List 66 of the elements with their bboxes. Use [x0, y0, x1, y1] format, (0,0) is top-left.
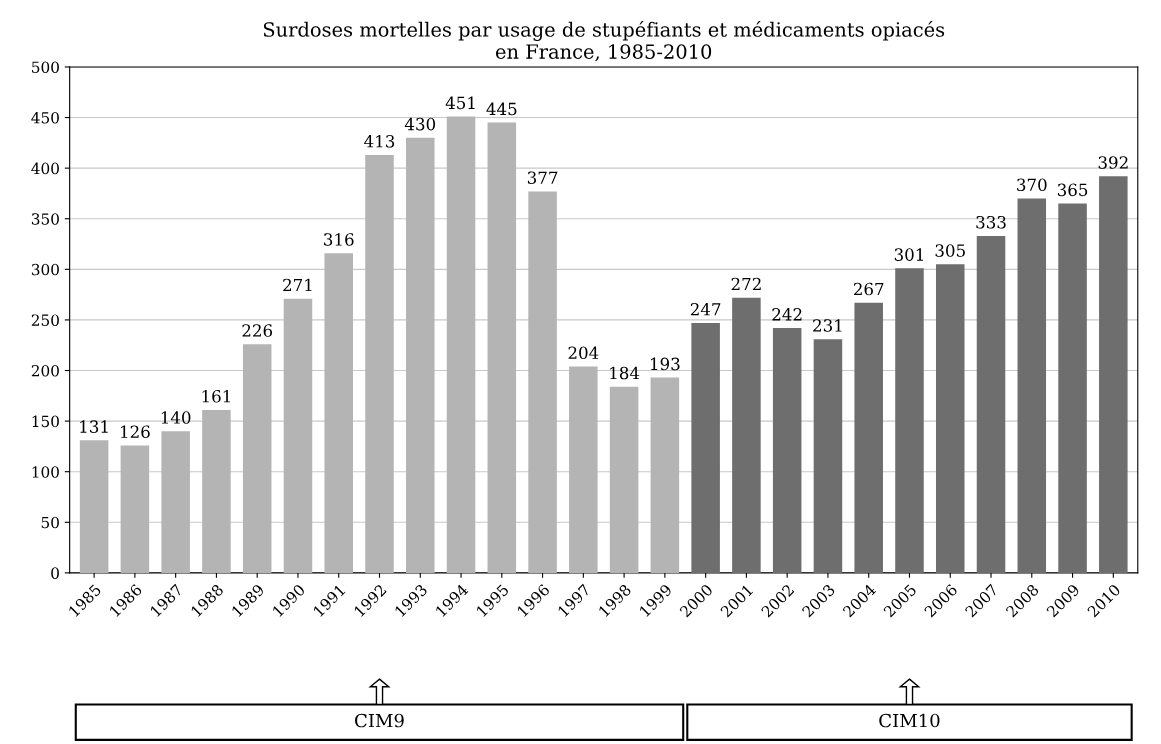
bar: [609, 386, 639, 573]
text: CIM10: [879, 713, 940, 728]
data-label: 392: [1098, 156, 1128, 169]
data-label: 140: [161, 411, 191, 424]
data-label: 272: [731, 277, 761, 291]
bar: [120, 445, 150, 573]
data-label: 242: [772, 308, 802, 321]
y-tick-label: 0: [51, 567, 59, 579]
data-label: 377: [527, 171, 558, 185]
y-tick-label: 500: [32, 61, 59, 73]
data-label: 231: [813, 319, 842, 332]
bar: [935, 264, 965, 573]
bar: [161, 431, 190, 573]
y-tick-label: 300: [31, 263, 59, 276]
bar: [283, 298, 313, 573]
data-label: 430: [404, 117, 436, 131]
y-tick-label: 50: [41, 516, 59, 529]
bar: [79, 440, 109, 573]
bar: [487, 122, 517, 573]
bar: [976, 235, 1006, 573]
data-label: 445: [486, 102, 517, 116]
bar: [406, 137, 435, 573]
data-label: 193: [651, 357, 680, 371]
bar: [528, 191, 557, 573]
chart-title: Surdoses mortelles par usage de stupéfiants et médicaments opiacés en France, 1985-2010: [263, 21, 945, 62]
y-tick-label: 150: [32, 415, 59, 428]
bar: [650, 377, 680, 573]
bar: [813, 339, 843, 573]
data-label: 184: [610, 366, 640, 380]
data-label: 305: [935, 244, 965, 257]
data-label: 271: [283, 278, 312, 292]
y-tick-label: 450: [31, 112, 59, 124]
data-label: 370: [1017, 178, 1047, 192]
bar: [732, 297, 761, 573]
data-label: 365: [1057, 183, 1088, 197]
y-tick-label: 400: [31, 162, 59, 175]
data-label: 451: [445, 96, 475, 110]
bar: [242, 344, 272, 573]
bar: [772, 328, 802, 573]
bar: [569, 366, 598, 573]
bar: [691, 322, 720, 573]
data-label: 204: [568, 346, 599, 360]
bar: [1017, 198, 1047, 573]
bar: [365, 154, 394, 573]
y-tick-label: 250: [31, 314, 59, 326]
y-tick-label: 100: [32, 466, 59, 478]
data-label: 126: [121, 425, 150, 438]
data-label: 161: [202, 389, 230, 403]
bar: [324, 253, 353, 573]
data-label: 226: [242, 324, 273, 337]
y-tick-label: 350: [31, 213, 59, 225]
data-label: 131: [80, 420, 108, 433]
data-label: 301: [894, 248, 924, 261]
bar: [446, 116, 476, 573]
data-label: 247: [690, 302, 721, 316]
y-tick-label: 200: [31, 364, 59, 377]
bar: [202, 409, 231, 573]
bar: [854, 302, 883, 573]
bar: [1058, 203, 1087, 573]
data-label: 413: [364, 134, 395, 148]
data-label: 267: [853, 282, 884, 296]
text: CIM9: [355, 713, 404, 728]
data-label: 316: [324, 233, 354, 246]
bar: [895, 268, 924, 573]
bar: [1099, 176, 1128, 573]
data-label: 333: [976, 215, 1006, 229]
